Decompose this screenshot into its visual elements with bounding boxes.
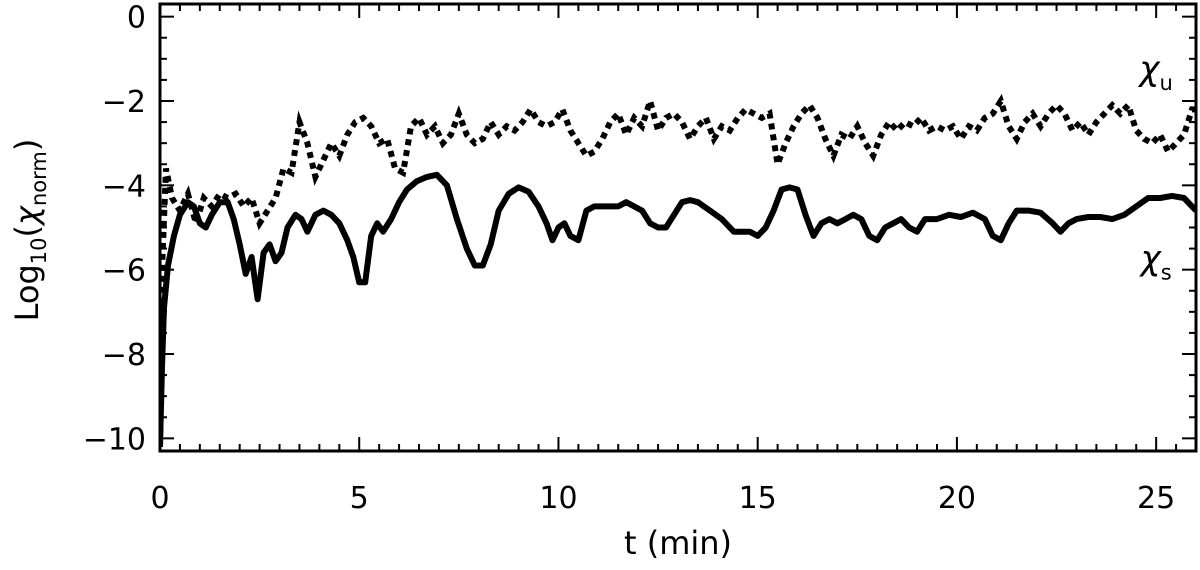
series-line-s: [160, 171, 1196, 447]
series-line-u: [160, 90, 1196, 447]
x-axis-title: t (min): [624, 524, 732, 562]
x-tick-label: 0: [150, 481, 169, 516]
y-tick-label: 0: [127, 1, 146, 36]
x-tick-label: 20: [938, 481, 976, 516]
series-label-u: χu: [1137, 49, 1172, 95]
y-tick-label: −2: [102, 85, 146, 120]
y-axis-title: Log10(χnorm): [8, 139, 51, 322]
svg-text:Log10(χnorm): Log10(χnorm): [8, 139, 51, 322]
y-tick-label: −4: [102, 169, 146, 204]
y-axis-title-open: (: [8, 225, 46, 237]
x-tick-label: 10: [539, 481, 577, 516]
x-tick-label: 15: [739, 481, 777, 516]
y-axis-title-symbol-sub: norm: [27, 151, 51, 206]
y-tick-label: −8: [102, 338, 146, 373]
y-axis-title-base-sub: 10: [27, 237, 51, 264]
y-tick-label: −6: [102, 254, 146, 289]
y-tick-label: −10: [83, 422, 146, 457]
plot-frame: [158, 2, 1198, 453]
x-tick-label: 5: [350, 481, 369, 516]
series-layer: [160, 90, 1196, 447]
series-label-s: χs: [1139, 239, 1172, 285]
y-axis-title-base: Log: [8, 264, 46, 321]
y-axis-title-close: ): [8, 139, 46, 151]
x-tick-label: 25: [1137, 481, 1175, 516]
series-annotations: χu χs: [1137, 49, 1172, 285]
tick-marks: [159, 4, 1197, 451]
tick-labels: 0 5 10 15 20 25 −10 −8 −6 −4 −2 0: [83, 1, 1176, 516]
y-axis-title-symbol: χ: [8, 205, 46, 227]
